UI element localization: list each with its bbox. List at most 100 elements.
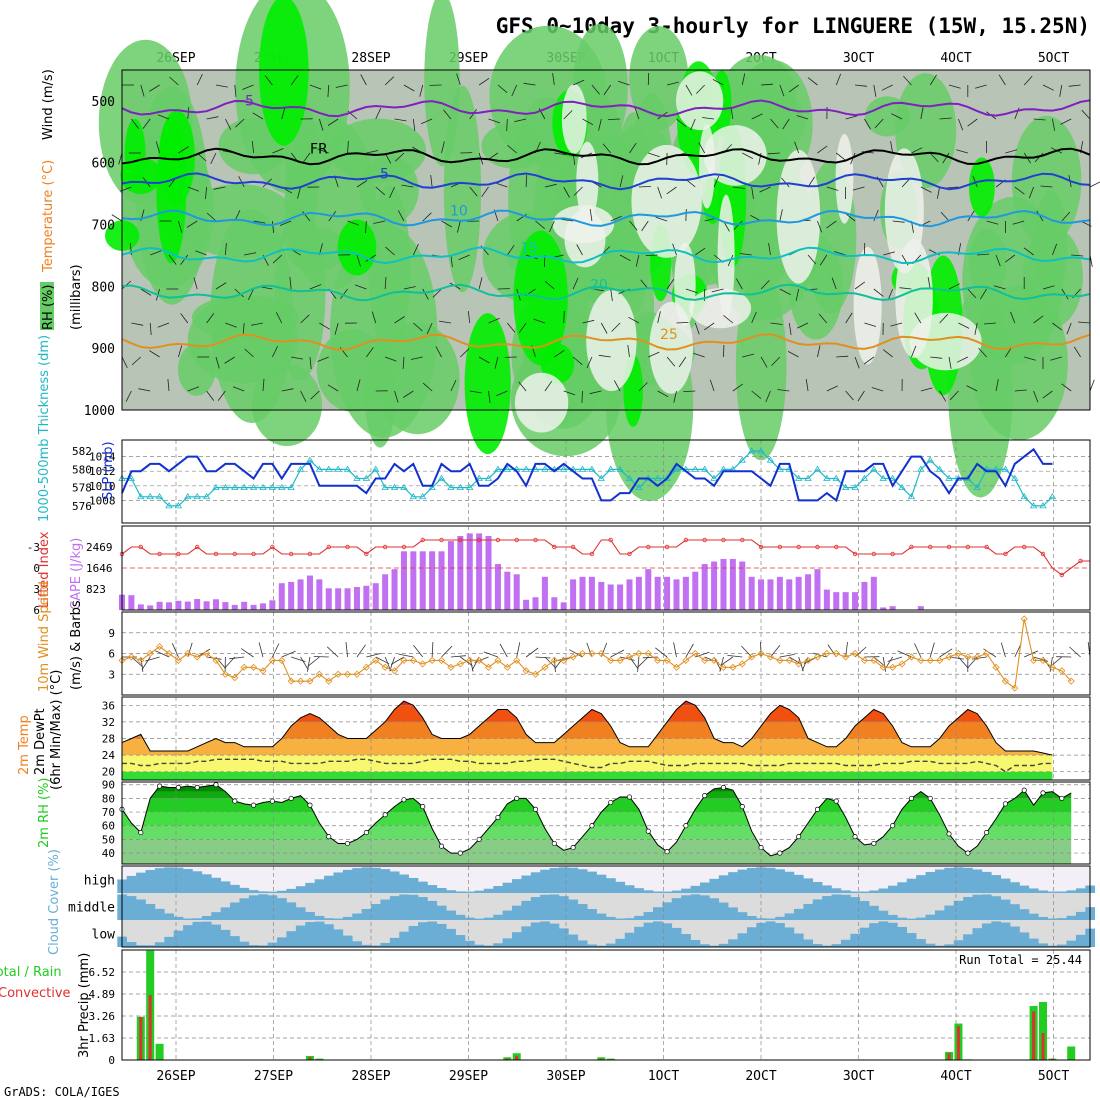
surface-wind-barb xyxy=(713,656,722,671)
wind-speed-marker xyxy=(513,656,521,664)
cloud-bar xyxy=(549,894,560,920)
wind-barb xyxy=(403,390,414,398)
cloud-bar xyxy=(342,869,353,893)
wind-barb xyxy=(225,118,232,130)
wind-speed-marker xyxy=(165,649,173,658)
wind-barb xyxy=(224,356,235,364)
wind-speed-marker xyxy=(156,643,164,651)
wind-barb xyxy=(206,212,217,222)
wind-barb xyxy=(735,278,743,290)
wind-barb xyxy=(169,76,179,86)
rh-marker xyxy=(288,795,294,801)
thickness-marker xyxy=(945,474,953,481)
wind-barb xyxy=(242,322,245,336)
wind-barb xyxy=(883,251,895,256)
wind-barb xyxy=(215,356,220,369)
cloud-bar xyxy=(577,869,588,893)
li-tick: 0 xyxy=(33,562,40,575)
cape-bar xyxy=(795,576,802,610)
cloud-bar xyxy=(173,867,184,893)
surface-wind-barb xyxy=(760,641,762,658)
cloud-bar xyxy=(324,875,334,893)
wind-barb xyxy=(967,288,977,299)
isotherm-label: -5 xyxy=(240,93,254,109)
cloud-bar xyxy=(540,894,550,920)
wind-barb xyxy=(617,80,630,86)
cape-bar xyxy=(306,575,313,610)
wind-speed-marker xyxy=(278,656,286,664)
surface-wind-barb xyxy=(171,643,179,658)
wind-speed-marker xyxy=(701,656,709,664)
wind-speed-marker xyxy=(306,677,314,685)
wind-speed-marker xyxy=(541,663,549,671)
thickness-marker xyxy=(278,483,286,491)
wind-barb xyxy=(1050,356,1062,361)
lifted-index-marker xyxy=(928,544,933,550)
surface-wind-barb xyxy=(929,642,935,658)
thickness-marker xyxy=(935,465,944,472)
surface-wind-barb xyxy=(307,656,311,672)
wind-barb xyxy=(1014,389,1027,392)
cape-tick: 823 xyxy=(86,583,106,596)
cloud-bar xyxy=(803,903,814,920)
cloud-bar xyxy=(145,869,156,893)
cloud-bar xyxy=(634,888,644,893)
wind-speed-marker xyxy=(221,670,229,678)
wind-barb xyxy=(121,356,128,368)
wind-barb xyxy=(360,74,367,86)
cloud-bar xyxy=(784,871,795,893)
wind-barb xyxy=(892,220,905,223)
isotherm-label: 25 xyxy=(660,327,678,343)
panel-frame xyxy=(121,611,1091,696)
cloud-bar xyxy=(615,938,626,947)
wind-barb xyxy=(751,186,754,199)
surface-wind-barb xyxy=(720,656,734,666)
wind-barb xyxy=(272,254,283,264)
precip-tick: 6.52 xyxy=(89,966,116,979)
cloud-bar xyxy=(906,918,917,920)
cloud-bar xyxy=(333,872,344,893)
wind-barb xyxy=(836,152,846,161)
wind-barb xyxy=(196,74,203,86)
cloud-bar xyxy=(136,872,146,893)
wind-speed-marker xyxy=(842,653,850,661)
wind-barb xyxy=(711,288,724,293)
precip-tick: 1.63 xyxy=(89,1032,116,1045)
wind-barb xyxy=(634,107,640,120)
precip-conv-bar xyxy=(599,1058,603,1060)
wind-speed-marker xyxy=(879,663,887,671)
wind-barb xyxy=(1023,75,1033,86)
wind-barb xyxy=(797,322,809,329)
thickness-marker xyxy=(851,483,859,491)
cloud-bar xyxy=(389,937,400,947)
cloud-bar xyxy=(963,867,973,893)
rh-dry-area xyxy=(674,242,696,327)
surface-wind-barb xyxy=(326,646,339,658)
precip-conv-bar xyxy=(956,1026,960,1060)
thickness-marker xyxy=(212,483,220,491)
bottom-x-tick-label: 3OCT xyxy=(843,1069,874,1084)
wind-barb xyxy=(435,346,442,358)
cloud-bar xyxy=(154,942,165,947)
wind-barb xyxy=(272,346,278,358)
temp-band xyxy=(122,721,1053,739)
wind-barb xyxy=(948,84,961,89)
wind-barb xyxy=(602,143,612,154)
isotherm-line xyxy=(121,209,1091,228)
wind-barb xyxy=(589,390,602,395)
precip-conv-bar xyxy=(139,1016,143,1060)
wind-barb xyxy=(180,313,189,324)
thickness-marker xyxy=(484,474,493,481)
wind-barb xyxy=(317,356,329,362)
cloud-bar xyxy=(784,913,795,920)
wind-speed-marker xyxy=(287,677,295,685)
cape-bar xyxy=(269,600,276,610)
wind-speed-marker xyxy=(503,663,511,671)
isotherm-line xyxy=(121,147,1091,166)
cloud-bar xyxy=(258,894,268,920)
temp-line xyxy=(121,700,1053,756)
wind-barb xyxy=(995,379,999,392)
wind-barb xyxy=(544,280,555,290)
thickness-marker xyxy=(325,465,333,472)
wind-barb xyxy=(253,220,266,224)
